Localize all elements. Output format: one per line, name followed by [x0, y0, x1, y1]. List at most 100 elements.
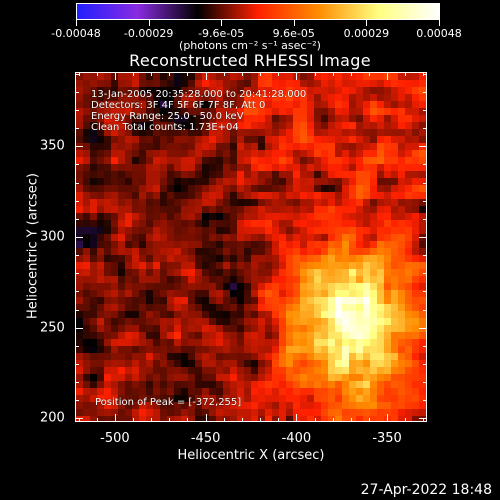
axis-tick — [423, 418, 425, 422]
axis-tick — [75, 110, 79, 112]
axis-tick — [387, 72, 389, 80]
axis-tick — [75, 237, 83, 239]
axis-tick — [423, 291, 427, 293]
axis-tick — [187, 72, 189, 76]
info-time-range: 13-Jan-2005 20:35:28.000 to 20:41:28.000 — [91, 89, 307, 100]
axis-tick — [368, 72, 370, 76]
axis-tick — [75, 363, 79, 365]
colorbar-tick — [148, 20, 150, 26]
axis-tick — [423, 128, 427, 130]
axis-tick — [151, 72, 153, 76]
axis-tick — [75, 382, 79, 384]
axis-tick — [114, 72, 116, 80]
peak-position-label: Position of Peak = [-372,255] — [95, 397, 242, 408]
info-energy-range: Energy Range: 25.0 - 50.0 keV — [91, 111, 244, 122]
axis-tick — [169, 418, 171, 422]
axis-tick — [296, 72, 298, 80]
axis-tick — [241, 418, 243, 422]
axis-tick — [423, 382, 427, 384]
axis-tick — [114, 414, 116, 422]
colorbar-tick-label: -9.6e-05 — [198, 27, 245, 40]
axis-tick — [405, 72, 407, 76]
y-tick-label: 200 — [40, 410, 65, 426]
axis-tick — [423, 91, 427, 93]
axis-tick — [75, 182, 79, 184]
axis-tick — [419, 327, 427, 329]
axis-tick — [75, 128, 79, 130]
axis-tick — [151, 418, 153, 422]
colorbar-tick — [366, 20, 368, 26]
axis-tick — [133, 418, 135, 422]
axis-tick — [133, 72, 135, 76]
colorbar-tick-label: -0.00048 — [51, 27, 101, 40]
axis-tick — [75, 345, 79, 347]
x-tick-label: -400 — [281, 431, 312, 446]
colorbar-tick-label: 9.6e-05 — [272, 27, 315, 40]
x-tick-label: -450 — [190, 431, 221, 446]
axis-tick — [187, 418, 189, 422]
x-tick-label: -500 — [100, 431, 130, 446]
axis-tick — [423, 255, 427, 257]
heatmap-image — [76, 73, 426, 421]
axis-tick — [75, 418, 83, 420]
y-tick-label: 250 — [40, 320, 65, 336]
axis-tick — [423, 400, 427, 402]
colorbar-tick — [76, 20, 77, 26]
axis-tick — [78, 418, 80, 422]
axis-tick — [205, 414, 207, 422]
axis-tick — [350, 72, 352, 76]
x-axis-label: Heliocentric X (arcsec) — [177, 448, 325, 463]
colorbar-tick-label: -0.00029 — [123, 27, 174, 40]
axis-tick — [423, 164, 427, 166]
axis-tick — [223, 72, 225, 76]
axis-tick — [368, 418, 370, 422]
axis-tick — [419, 418, 427, 420]
x-tick-label: -350 — [372, 431, 402, 446]
axis-tick — [241, 72, 243, 76]
colorbar-tick — [293, 20, 295, 26]
axis-tick — [278, 72, 280, 76]
colorbar-units-label: (photons cm⁻² s⁻¹ asec⁻²) — [179, 39, 321, 52]
axis-tick — [96, 418, 98, 422]
plot-frame: 13-Jan-2005 20:35:28.000 to 20:41:28.000… — [75, 72, 427, 422]
axis-tick — [423, 110, 427, 112]
axis-tick — [205, 72, 207, 80]
axis-tick — [223, 418, 225, 422]
y-tick-label: 350 — [40, 138, 65, 154]
axis-tick — [75, 73, 79, 75]
axis-tick — [423, 273, 427, 275]
axis-tick — [405, 418, 407, 422]
axis-tick — [75, 146, 83, 148]
axis-tick — [75, 309, 79, 311]
axis-tick — [75, 291, 79, 293]
axis-tick — [332, 72, 334, 76]
colorbar — [76, 3, 440, 20]
axis-tick — [423, 345, 427, 347]
axis-tick — [169, 72, 171, 76]
axis-tick — [75, 200, 79, 202]
y-axis-label: Heliocentric Y (arcsec) — [25, 173, 41, 319]
axis-tick — [423, 218, 427, 220]
axis-tick — [75, 273, 79, 275]
axis-tick — [423, 73, 427, 75]
axis-tick — [332, 418, 334, 422]
axis-tick — [75, 400, 79, 402]
axis-tick — [296, 414, 298, 422]
axis-tick — [260, 72, 262, 76]
axis-tick — [423, 363, 427, 365]
axis-tick — [423, 182, 427, 184]
axis-tick — [96, 72, 98, 76]
colorbar-tick — [221, 20, 223, 26]
axis-tick — [419, 237, 427, 239]
axis-tick — [78, 72, 80, 76]
footer-date: 27-Apr-2022 18:48 — [360, 482, 492, 498]
colorbar-tick-label: 0.00029 — [343, 27, 390, 40]
colorbar-tick-label: 0.00048 — [416, 27, 462, 40]
axis-tick — [75, 327, 83, 329]
axis-tick — [423, 200, 427, 202]
axis-tick — [387, 414, 389, 422]
axis-tick — [278, 418, 280, 422]
colorbar-tick — [439, 20, 440, 26]
axis-tick — [419, 146, 427, 148]
axis-tick — [75, 164, 79, 166]
